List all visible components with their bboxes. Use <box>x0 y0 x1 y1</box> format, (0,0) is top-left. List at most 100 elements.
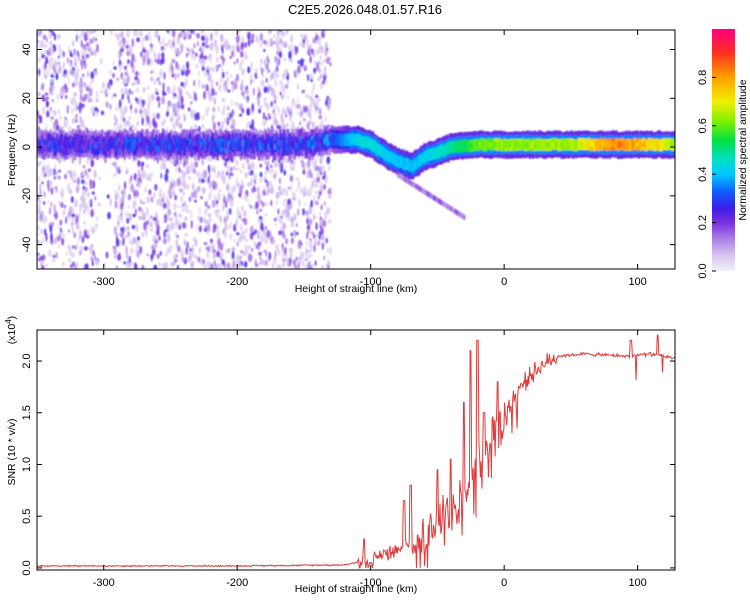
heatmap-cell <box>453 143 456 150</box>
heatmap-cell <box>578 141 581 148</box>
heatmap-cell <box>306 231 309 240</box>
heatmap-cell <box>181 257 186 263</box>
heatmap-cell <box>263 234 266 243</box>
heatmap-cell <box>352 137 355 144</box>
heatmap-cell <box>189 248 193 252</box>
heatmap-cell <box>150 255 153 262</box>
heatmap-cell <box>191 48 194 52</box>
heatmap-cell <box>90 71 95 80</box>
heatmap-cell <box>129 247 134 255</box>
heatmap-cell <box>197 70 200 76</box>
heatmap-cell <box>575 140 578 147</box>
heatmap-cell <box>211 88 215 96</box>
heatmap-cell <box>44 92 49 96</box>
heatmap-cell <box>403 176 407 182</box>
heatmap-cell <box>507 142 511 149</box>
heatmap-cell <box>421 155 424 162</box>
heatmap-cell <box>134 208 137 216</box>
heatmap-cell <box>205 220 210 226</box>
heatmap-cell <box>113 66 117 70</box>
heatmap-cell <box>133 189 137 197</box>
heatmap-cell <box>144 186 147 194</box>
heatmap-cell <box>160 172 163 179</box>
heatmap-cell <box>305 258 307 262</box>
heatmap-cell <box>326 103 330 109</box>
heatmap-cell <box>78 211 81 219</box>
heatmap-cell <box>495 141 498 148</box>
heatmap-cell <box>67 258 72 263</box>
heatmap-cell <box>229 143 232 150</box>
heatmap-cell <box>285 124 288 129</box>
heatmap-cell <box>51 116 54 120</box>
heatmap-cell <box>131 224 136 230</box>
heatmap-cell <box>551 141 554 148</box>
heatmap-cell <box>291 237 294 245</box>
heatmap-cell <box>322 235 324 240</box>
x-tick-label: 0 <box>501 276 507 288</box>
heatmap-cell <box>293 213 297 222</box>
heatmap-cell <box>90 226 94 233</box>
heatmap-cell <box>71 106 74 114</box>
heatmap-cell <box>161 143 165 150</box>
heatmap-cell <box>129 212 132 222</box>
heatmap-cell <box>650 142 653 148</box>
heatmap-cell <box>130 60 134 68</box>
heatmap-cell <box>322 265 325 269</box>
heatmap-cell <box>183 239 186 246</box>
heatmap-cell <box>300 160 304 164</box>
heatmap-cell <box>439 199 442 205</box>
heatmap-cell <box>572 141 575 148</box>
heatmap-cell <box>133 30 136 37</box>
x-tick-label: -200 <box>226 276 248 288</box>
colorbar-tick-label: 0.2 <box>697 215 709 230</box>
heatmap-cell <box>135 87 140 93</box>
heatmap-cell <box>341 136 344 142</box>
heatmap-cell <box>211 199 216 209</box>
heatmap-cell <box>326 57 330 65</box>
heatmap-cell <box>52 110 56 115</box>
heatmap-cell <box>236 73 239 82</box>
heatmap-cell <box>187 34 190 40</box>
heatmap-cell <box>172 187 175 195</box>
heatmap-cell <box>567 142 570 149</box>
heatmap-cell <box>95 90 99 99</box>
heatmap-cell <box>43 139 46 152</box>
heatmap-cell <box>70 70 74 75</box>
heatmap-cell <box>105 143 109 150</box>
heatmap-cell <box>269 142 272 149</box>
y-tick-label: -40 <box>21 237 33 253</box>
heatmap-cell <box>655 142 658 149</box>
heatmap-cell <box>211 180 215 185</box>
heatmap-cell <box>60 227 62 233</box>
heatmap-cell <box>289 257 292 267</box>
heatmap-cell <box>600 142 604 148</box>
heatmap-cell <box>162 192 165 202</box>
heatmap-cell <box>419 156 423 162</box>
heatmap-cell <box>111 92 114 100</box>
heatmap-cell <box>120 71 123 80</box>
heatmap-cell <box>63 234 66 238</box>
heatmap-cell <box>65 95 68 99</box>
heatmap-cell <box>266 63 269 71</box>
heatmap-cell <box>227 89 231 93</box>
heatmap-cell <box>133 173 137 181</box>
heatmap-cell <box>658 142 661 149</box>
heatmap-cell <box>410 180 413 186</box>
heatmap-cell <box>205 225 207 230</box>
heatmap-cell <box>262 141 266 153</box>
heatmap-cell <box>137 236 140 241</box>
heatmap-cell <box>248 139 251 146</box>
heatmap-cell <box>201 47 205 53</box>
heatmap-cell <box>124 71 128 76</box>
heatmap-cell <box>267 143 270 150</box>
heatmap-cell <box>330 139 333 146</box>
heatmap-cell <box>66 214 71 219</box>
heatmap-cell <box>275 140 278 147</box>
heatmap-cell <box>139 174 142 179</box>
heatmap-cell <box>261 79 265 88</box>
heatmap-cell <box>413 162 416 169</box>
heatmap-cell <box>77 56 80 62</box>
heatmap-cell <box>150 58 153 67</box>
heatmap-cell <box>308 94 311 100</box>
heatmap-cell <box>171 122 176 129</box>
